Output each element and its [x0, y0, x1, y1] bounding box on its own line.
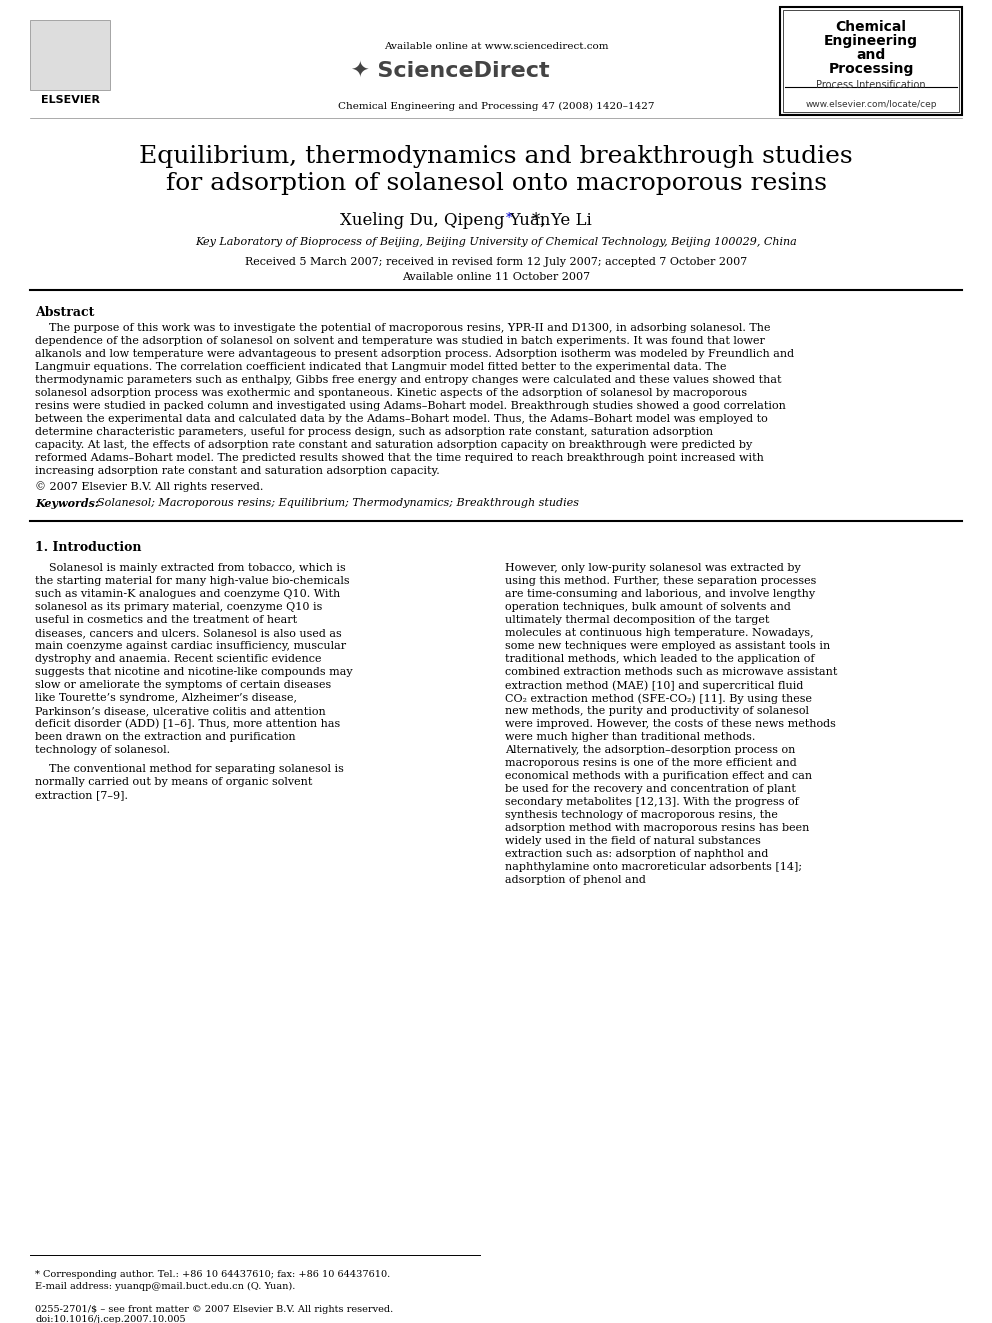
Text: solanesol as its primary material, coenzyme Q10 is: solanesol as its primary material, coenz…: [35, 602, 322, 613]
Text: operation techniques, bulk amount of solvents and: operation techniques, bulk amount of sol…: [505, 602, 791, 613]
Text: Available online at www.sciencedirect.com: Available online at www.sciencedirect.co…: [384, 42, 608, 52]
Text: solanesol adsorption process was exothermic and spontaneous. Kinetic aspects of : solanesol adsorption process was exother…: [35, 388, 747, 398]
Text: diseases, cancers and ulcers. Solanesol is also used as: diseases, cancers and ulcers. Solanesol …: [35, 628, 342, 638]
Text: The conventional method for separating solanesol is: The conventional method for separating s…: [35, 763, 344, 774]
Text: Processing: Processing: [828, 62, 914, 75]
Text: secondary metabolites [12,13]. With the progress of: secondary metabolites [12,13]. With the …: [505, 796, 799, 807]
Text: be used for the recovery and concentration of plant: be used for the recovery and concentrati…: [505, 785, 796, 794]
Text: using this method. Further, these separation processes: using this method. Further, these separa…: [505, 576, 816, 586]
Text: and: and: [856, 48, 886, 62]
Text: such as vitamin-K analogues and coenzyme Q10. With: such as vitamin-K analogues and coenzyme…: [35, 589, 340, 599]
Text: Alternatively, the adsorption–desorption process on: Alternatively, the adsorption–desorption…: [505, 745, 796, 755]
Text: ELSEVIER: ELSEVIER: [41, 95, 99, 105]
Text: *, Ye Li: *, Ye Li: [532, 212, 592, 229]
Text: doi:10.1016/j.cep.2007.10.005: doi:10.1016/j.cep.2007.10.005: [35, 1315, 186, 1323]
Text: Engineering: Engineering: [824, 34, 918, 48]
Text: www.elsevier.com/locate/cep: www.elsevier.com/locate/cep: [806, 101, 936, 108]
Text: Parkinson’s disease, ulcerative colitis and attention: Parkinson’s disease, ulcerative colitis …: [35, 706, 325, 716]
Text: Available online 11 October 2007: Available online 11 October 2007: [402, 273, 590, 282]
Text: Solanesol; Macroporous resins; Equilibrium; Thermodynamics; Breakthrough studies: Solanesol; Macroporous resins; Equilibri…: [90, 497, 579, 508]
Text: were much higher than traditional methods.: were much higher than traditional method…: [505, 732, 755, 742]
Text: Langmuir equations. The correlation coefficient indicated that Langmuir model fi: Langmuir equations. The correlation coef…: [35, 363, 726, 372]
Text: main coenzyme against cardiac insufficiency, muscular: main coenzyme against cardiac insufficie…: [35, 642, 346, 651]
Text: Chemical Engineering and Processing 47 (2008) 1420–1427: Chemical Engineering and Processing 47 (…: [337, 102, 655, 111]
Text: deficit disorder (ADD) [1–6]. Thus, more attention has: deficit disorder (ADD) [1–6]. Thus, more…: [35, 718, 340, 729]
Text: Solanesol is mainly extracted from tobacco, which is: Solanesol is mainly extracted from tobac…: [35, 564, 346, 573]
Text: naphthylamine onto macroreticular adsorbents [14];: naphthylamine onto macroreticular adsorb…: [505, 863, 803, 872]
Text: Xueling Du, Qipeng Yuan: Xueling Du, Qipeng Yuan: [340, 212, 551, 229]
Text: dependence of the adsorption of solanesol on solvent and temperature was studied: dependence of the adsorption of solaneso…: [35, 336, 765, 347]
Text: molecules at continuous high temperature. Nowadays,: molecules at continuous high temperature…: [505, 628, 813, 638]
Text: *: *: [506, 212, 512, 225]
Text: resins were studied in packed column and investigated using Adams–Bohart model. : resins were studied in packed column and…: [35, 401, 786, 411]
Text: 0255-2701/$ – see front matter © 2007 Elsevier B.V. All rights reserved.: 0255-2701/$ – see front matter © 2007 El…: [35, 1304, 393, 1314]
Text: 1. Introduction: 1. Introduction: [35, 541, 142, 554]
Text: economical methods with a purification effect and can: economical methods with a purification e…: [505, 771, 812, 781]
Text: synthesis technology of macroporous resins, the: synthesis technology of macroporous resi…: [505, 810, 778, 820]
Text: capacity. At last, the effects of adsorption rate constant and saturation adsorp: capacity. At last, the effects of adsorp…: [35, 441, 752, 450]
Bar: [783, 11, 959, 112]
Text: widely used in the field of natural substances: widely used in the field of natural subs…: [505, 836, 761, 845]
Text: alkanols and low temperature were advantageous to present adsorption process. Ad: alkanols and low temperature were advant…: [35, 349, 795, 359]
Text: Key Laboratory of Bioprocess of Beijing, Beijing University of Chemical Technolo: Key Laboratory of Bioprocess of Beijing,…: [195, 237, 797, 247]
Text: Abstract: Abstract: [35, 306, 94, 319]
Text: adsorption of phenol and: adsorption of phenol and: [505, 875, 646, 885]
Text: useful in cosmetics and the treatment of heart: useful in cosmetics and the treatment of…: [35, 615, 298, 624]
Text: CO₂ extraction method (SFE-CO₂) [11]. By using these: CO₂ extraction method (SFE-CO₂) [11]. By…: [505, 693, 812, 704]
Text: increasing adsorption rate constant and saturation adsorption capacity.: increasing adsorption rate constant and …: [35, 466, 439, 476]
Text: E-mail address: yuanqp@mail.buct.edu.cn (Q. Yuan).: E-mail address: yuanqp@mail.buct.edu.cn …: [35, 1282, 296, 1291]
Text: some new techniques were employed as assistant tools in: some new techniques were employed as ass…: [505, 642, 830, 651]
Text: slow or ameliorate the symptoms of certain diseases: slow or ameliorate the symptoms of certa…: [35, 680, 331, 691]
Text: were improved. However, the costs of these news methods: were improved. However, the costs of the…: [505, 718, 836, 729]
Text: ✦ ScienceDirect: ✦ ScienceDirect: [351, 62, 550, 82]
Text: dystrophy and anaemia. Recent scientific evidence: dystrophy and anaemia. Recent scientific…: [35, 654, 321, 664]
Text: extraction such as: adsorption of naphthol and: extraction such as: adsorption of naphth…: [505, 849, 769, 859]
Bar: [30, 20, 110, 90]
Text: macroporous resins is one of the more efficient and: macroporous resins is one of the more ef…: [505, 758, 797, 767]
Text: determine characteristic parameters, useful for process design, such as adsorpti: determine characteristic parameters, use…: [35, 427, 713, 437]
Text: for adsorption of solanesol onto macroporous resins: for adsorption of solanesol onto macropo…: [166, 172, 826, 194]
Text: combined extraction methods such as microwave assistant: combined extraction methods such as micr…: [505, 667, 837, 677]
Text: been drawn on the extraction and purification: been drawn on the extraction and purific…: [35, 732, 296, 742]
Text: Received 5 March 2007; received in revised form 12 July 2007; accepted 7 October: Received 5 March 2007; received in revis…: [245, 257, 747, 267]
Text: The purpose of this work was to investigate the potential of macroporous resins,: The purpose of this work was to investig…: [35, 323, 771, 333]
Text: However, only low-purity solanesol was extracted by: However, only low-purity solanesol was e…: [505, 564, 801, 573]
Text: thermodynamic parameters such as enthalpy, Gibbs free energy and entropy changes: thermodynamic parameters such as enthalp…: [35, 374, 782, 385]
Text: Process Intensification: Process Intensification: [816, 79, 926, 90]
Text: are time-consuming and laborious, and involve lengthy: are time-consuming and laborious, and in…: [505, 589, 815, 599]
Text: Chemical: Chemical: [835, 20, 907, 34]
Text: new methods, the purity and productivity of solanesol: new methods, the purity and productivity…: [505, 706, 809, 716]
Text: traditional methods, which leaded to the application of: traditional methods, which leaded to the…: [505, 654, 814, 664]
Text: between the experimental data and calculated data by the Adams–Bohart model. Thu: between the experimental data and calcul…: [35, 414, 768, 423]
Text: technology of solanesol.: technology of solanesol.: [35, 745, 170, 755]
Bar: [780, 7, 962, 115]
Text: reformed Adams–Bohart model. The predicted results showed that the time required: reformed Adams–Bohart model. The predict…: [35, 452, 764, 463]
Text: Keywords:: Keywords:: [35, 497, 99, 509]
Text: like Tourette’s syndrome, Alzheimer’s disease,: like Tourette’s syndrome, Alzheimer’s di…: [35, 693, 297, 703]
Text: adsorption method with macroporous resins has been: adsorption method with macroporous resin…: [505, 823, 809, 833]
Text: extraction method (MAE) [10] and supercritical fluid: extraction method (MAE) [10] and supercr…: [505, 680, 804, 691]
Text: Equilibrium, thermodynamics and breakthrough studies: Equilibrium, thermodynamics and breakthr…: [139, 146, 853, 168]
Text: the starting material for many high-value bio-chemicals: the starting material for many high-valu…: [35, 576, 349, 586]
Text: * Corresponding author. Tel.: +86 10 64437610; fax: +86 10 64437610.: * Corresponding author. Tel.: +86 10 644…: [35, 1270, 390, 1279]
Text: normally carried out by means of organic solvent: normally carried out by means of organic…: [35, 777, 312, 787]
Text: © 2007 Elsevier B.V. All rights reserved.: © 2007 Elsevier B.V. All rights reserved…: [35, 482, 263, 492]
Text: ultimately thermal decomposition of the target: ultimately thermal decomposition of the …: [505, 615, 770, 624]
Text: extraction [7–9].: extraction [7–9].: [35, 790, 128, 800]
Text: suggests that nicotine and nicotine-like compounds may: suggests that nicotine and nicotine-like…: [35, 667, 352, 677]
